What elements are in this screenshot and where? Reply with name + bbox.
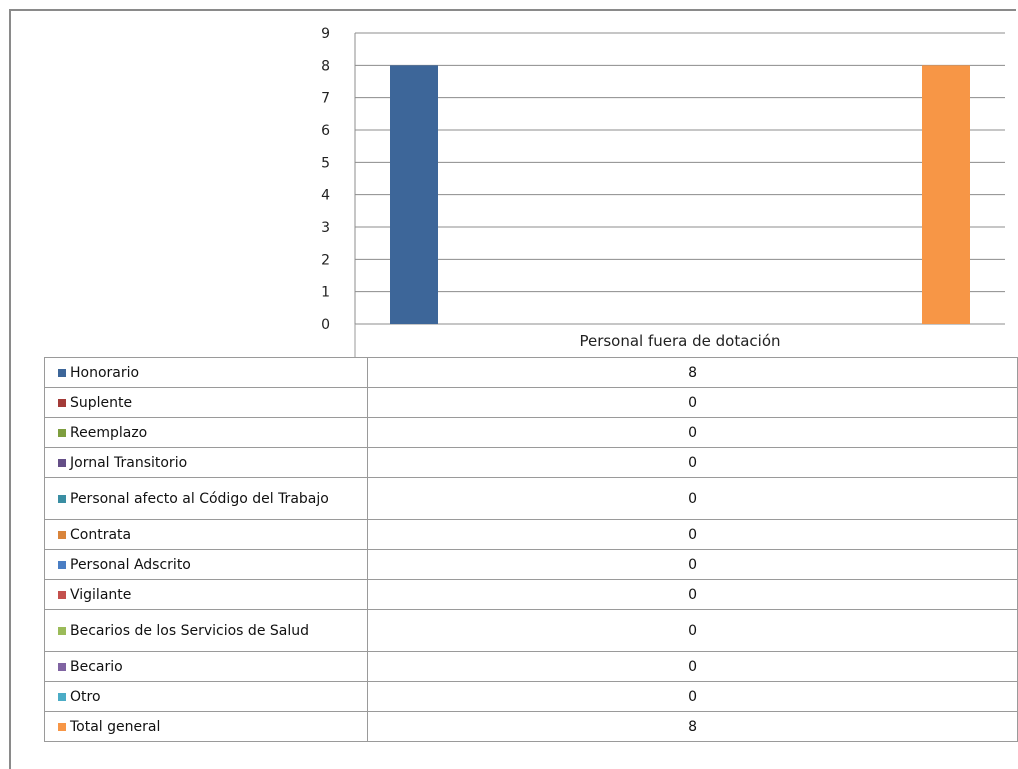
series-label: Total general <box>70 718 161 735</box>
table-row: Jornal Transitorio 0 <box>43 447 1018 478</box>
series-label: Honorario <box>70 364 140 381</box>
series-value: 8 <box>367 711 1018 742</box>
legend-swatch-icon <box>58 590 66 599</box>
data-table: Honorario 8 Suplente 0 Reemplazo 0 Jornal Tran… <box>43 357 1018 742</box>
series-label-cell: Personal Adscrito <box>43 549 369 580</box>
chart-frame <box>9 9 1016 769</box>
legend-swatch-icon <box>58 560 66 569</box>
legend-swatch-icon <box>58 722 66 731</box>
chart-plot: 0 1 2 3 4 5 6 7 8 9 Personal fuera de dotación <box>321 26 1005 357</box>
legend-swatch-icon <box>58 530 66 539</box>
y-tick-label: 2 <box>321 252 330 268</box>
series-label: Becarios de los Servicios de Salud <box>70 622 309 639</box>
y-tick-label: 3 <box>321 220 330 236</box>
legend-swatch-icon <box>58 428 66 437</box>
x-category-label: Personal fuera de dotación <box>579 332 780 350</box>
series-label-cell: Jornal Transitorio <box>43 447 369 478</box>
bar-honorario <box>390 65 438 324</box>
series-label-cell: Suplente <box>43 387 369 418</box>
series-label: Contrata <box>70 526 132 543</box>
series-value: 8 <box>367 357 1018 388</box>
table-row: Reemplazo 0 <box>43 417 1018 448</box>
series-label-cell: Personal afecto al Código del Trabajo <box>43 477 369 520</box>
bar-total-general <box>922 65 970 324</box>
series-label-cell: Becarios de los Servicios de Salud <box>43 609 369 652</box>
series-label-cell: Otro <box>43 681 369 712</box>
series-label: Becario <box>70 658 123 675</box>
series-label: Otro <box>70 688 101 705</box>
series-value: 0 <box>367 447 1018 478</box>
series-label: Reemplazo <box>70 424 148 441</box>
y-tick-label: 5 <box>321 155 330 171</box>
legend-swatch-icon <box>58 662 66 671</box>
series-value: 0 <box>367 651 1018 682</box>
table-row: Total general 8 <box>43 711 1018 742</box>
series-label-cell: Contrata <box>43 519 369 550</box>
legend-swatch-icon <box>58 458 66 467</box>
series-label-cell: Becario <box>43 651 369 682</box>
series-label: Personal Adscrito <box>70 556 191 573</box>
legend-swatch-icon <box>58 368 66 377</box>
series-value: 0 <box>367 609 1018 652</box>
series-value: 0 <box>367 417 1018 448</box>
legend-swatch-icon <box>58 398 66 407</box>
series-label-cell: Honorario <box>43 357 369 388</box>
legend-swatch-icon <box>58 626 66 635</box>
series-label: Suplente <box>70 394 133 411</box>
series-label: Vigilante <box>70 586 132 603</box>
series-label-cell: Reemplazo <box>43 417 369 448</box>
series-label-cell: Vigilante <box>43 579 369 610</box>
y-tick-label: 6 <box>321 123 330 139</box>
y-tick-label: 7 <box>321 91 330 107</box>
table-row: Honorario 8 <box>43 357 1018 388</box>
legend-swatch-icon <box>58 692 66 701</box>
table-row: Personal afecto al Código del Trabajo 0 <box>43 477 1018 520</box>
y-tick-label: 1 <box>321 285 330 301</box>
series-value: 0 <box>367 387 1018 418</box>
table-row: Suplente 0 <box>43 387 1018 418</box>
series-value: 0 <box>367 477 1018 520</box>
series-value: 0 <box>367 519 1018 550</box>
y-tick-label: 9 <box>321 26 330 42</box>
table-row: Becario 0 <box>43 651 1018 682</box>
y-tick-label: 8 <box>321 58 330 74</box>
series-value: 0 <box>367 579 1018 610</box>
series-value: 0 <box>367 549 1018 580</box>
series-label-cell: Total general <box>43 711 369 742</box>
series-value: 0 <box>367 681 1018 712</box>
table-row: Personal Adscrito 0 <box>43 549 1018 580</box>
y-tick-label: 4 <box>321 188 330 204</box>
y-tick-label: 0 <box>321 317 330 333</box>
table-row: Contrata 0 <box>43 519 1018 550</box>
series-label: Jornal Transitorio <box>70 454 188 471</box>
series-label: Personal afecto al Código del Trabajo <box>70 490 329 507</box>
table-row: Vigilante 0 <box>43 579 1018 610</box>
table-row: Becarios de los Servicios de Salud 0 <box>43 609 1018 652</box>
legend-swatch-icon <box>58 494 66 503</box>
table-row: Otro 0 <box>43 681 1018 712</box>
